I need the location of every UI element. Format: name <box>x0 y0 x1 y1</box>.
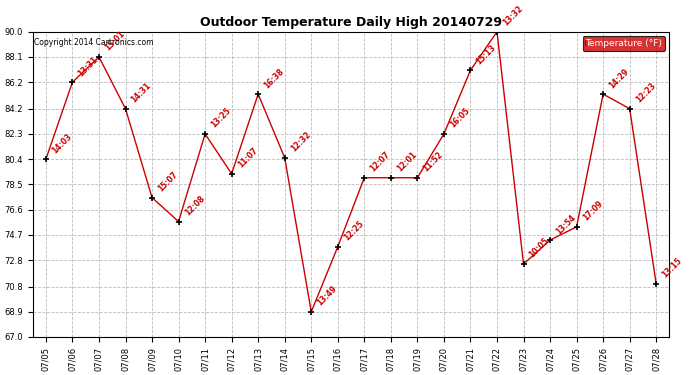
Text: 14:29: 14:29 <box>607 66 631 90</box>
Text: 12:07: 12:07 <box>368 150 392 174</box>
Text: 11:52: 11:52 <box>422 150 445 174</box>
Text: 14:31: 14:31 <box>130 81 153 105</box>
Text: 13:31: 13:31 <box>77 55 100 78</box>
Text: 13:49: 13:49 <box>315 284 339 308</box>
Text: Copyright 2014 Cartronics.com: Copyright 2014 Cartronics.com <box>34 38 153 47</box>
Text: 13:15: 13:15 <box>660 256 684 280</box>
Text: 17:09: 17:09 <box>581 199 604 223</box>
Text: 16:38: 16:38 <box>262 66 286 90</box>
Text: 13:32: 13:32 <box>501 4 524 28</box>
Text: 15:13: 15:13 <box>475 43 498 66</box>
Text: 12:25: 12:25 <box>342 219 365 243</box>
Text: 12:01: 12:01 <box>395 150 418 174</box>
Text: 12:08: 12:08 <box>183 194 206 217</box>
Text: 12:23: 12:23 <box>634 81 658 105</box>
Text: 16:05: 16:05 <box>448 106 471 130</box>
Text: 12:32: 12:32 <box>289 130 313 154</box>
Text: 10:05: 10:05 <box>528 237 551 260</box>
Text: 15:01: 15:01 <box>103 30 126 53</box>
Text: 13:54: 13:54 <box>554 213 578 236</box>
Text: 15:07: 15:07 <box>156 170 179 194</box>
Legend: Temperature (°F): Temperature (°F) <box>582 36 665 51</box>
Text: 13:25: 13:25 <box>209 106 233 130</box>
Text: 14:03: 14:03 <box>50 132 74 155</box>
Text: 11:07: 11:07 <box>236 146 259 170</box>
Title: Outdoor Temperature Daily High 20140729: Outdoor Temperature Daily High 20140729 <box>200 16 502 29</box>
